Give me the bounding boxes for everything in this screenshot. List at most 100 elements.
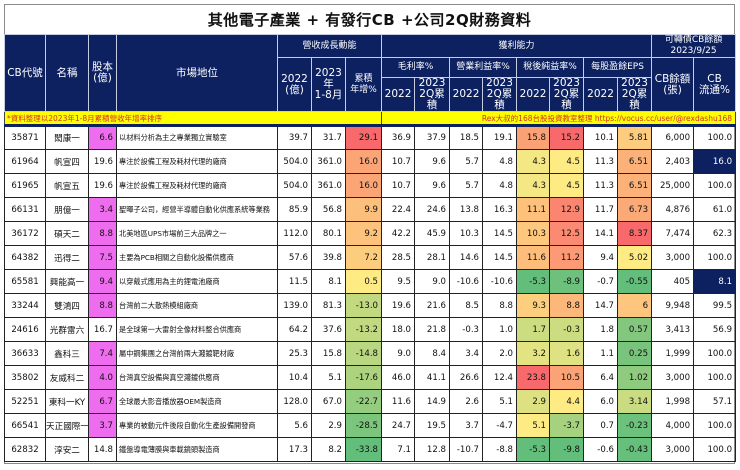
cell-nm-2023: -9.8 [549, 437, 585, 462]
cell-capital: 16.7 [88, 317, 117, 342]
cell-nm-2022: 2.9 [516, 389, 551, 414]
cell-name: 迅得二 [45, 245, 89, 270]
cell-rev-growth: 9.9 [344, 197, 383, 222]
cell-cb-balance: 405 [651, 269, 695, 294]
cell-nm-2022: -5.3 [516, 437, 551, 462]
table-row: 35802 友威科二 4.0 台灣真空設備與真空濺鍍供應商 10.4 5.1 -17.6 46… [4, 365, 737, 390]
cell-nm-2023: -3.7 [549, 413, 585, 438]
cell-gm-2023: 9.6 [414, 173, 451, 198]
cell-cb-balance: 1,998 [651, 389, 695, 414]
cell-rev-2023: 361.0 [311, 149, 346, 174]
cell-eps-2022: 14.7 [583, 293, 619, 318]
cell-name: 帆宣四 [45, 149, 89, 174]
cell-om-2023: 19.1 [482, 125, 518, 150]
cell-name: 鑫科三 [45, 341, 89, 366]
cell-rev-growth: -33.8 [344, 437, 383, 462]
cell-eps-2023: -0.23 [617, 413, 653, 438]
cell-rev-2022: 25.3 [277, 341, 312, 366]
cell-eps-2022: 0.7 [583, 413, 619, 438]
col-nm-2023: 2023 2Q累積 [549, 77, 585, 112]
col-cb-balance: CB餘額 (張) [651, 57, 695, 112]
cell-market-position: 專業的被動元件後段自動化生產設備開發商 [116, 413, 278, 438]
cell-market-position: 台灣真空設備與真空濺鍍供應商 [116, 365, 278, 390]
cell-om-2023: -8.8 [482, 437, 518, 462]
cell-rev-growth: -14.8 [344, 341, 383, 366]
cell-cb-code: 35871 [4, 125, 46, 150]
cell-cb-float: 56.9 [693, 317, 737, 342]
cell-eps-2022: 1.8 [583, 317, 619, 342]
cell-nm-2022: 11.6 [516, 245, 551, 270]
cell-nm-2022: 5.1 [516, 413, 551, 438]
cell-rev-growth: -22.7 [344, 389, 383, 414]
cell-gm-2023: 21.6 [414, 293, 451, 318]
col-gm-2022: 2022 [381, 77, 416, 112]
cell-nm-2023: 15.2 [549, 125, 585, 150]
cell-market-position: 主要為PCB相關之自動化設備供應商 [116, 245, 278, 270]
cell-gm-2023: 24.6 [414, 197, 451, 222]
cell-capital: 6.7 [88, 389, 117, 414]
cell-gm-2022: 36.9 [381, 125, 416, 150]
group-revenue: 營收成長動能 [276, 34, 383, 58]
cell-gm-2022: 28.5 [381, 245, 416, 270]
cell-rev-2023: 67.0 [311, 389, 346, 414]
cell-gm-2022: 10.7 [381, 149, 416, 174]
cell-nm-2023: 12.5 [549, 221, 585, 246]
cell-rev-2023: 2.9 [311, 413, 346, 438]
table-row: 64382 迅得二 7.5 主要為PCB相關之自動化設備供應商 57.6 39.8 7.2 2… [4, 245, 737, 270]
cell-capital: 3.4 [88, 197, 117, 222]
cell-capital: 7.5 [88, 245, 117, 270]
col-nm-2022: 2022 [516, 77, 551, 112]
cell-cb-code: 36633 [4, 341, 46, 366]
cell-nm-2022: 11.1 [516, 197, 551, 222]
cell-eps-2022: 6.0 [583, 389, 619, 414]
cell-eps-2022: 6.4 [583, 365, 619, 390]
cell-cb-balance: 4,876 [651, 197, 695, 222]
cell-gm-2022: 42.2 [381, 221, 416, 246]
cell-om-2022: -10.7 [449, 437, 484, 462]
cell-name: 淳安二 [45, 437, 89, 462]
cell-om-2022: 5.7 [449, 149, 484, 174]
cell-eps-2022: 11.3 [583, 149, 619, 174]
cell-capital: 14.8 [88, 437, 117, 462]
cell-market-position: 專注於設備工程及耗材代理的廠商 [116, 173, 278, 198]
cell-rev-growth: 9.2 [344, 221, 383, 246]
col-name: 名稱 [45, 34, 89, 112]
cell-rev-growth: -28.5 [344, 413, 383, 438]
cell-om-2023: 14.5 [482, 245, 518, 270]
cell-gm-2022: 11.6 [381, 389, 416, 414]
table-row: 24616 光群雷六 16.7 是全球第一大雷射全像材料整合供應商 64.2 37.6 -1… [4, 317, 737, 342]
cell-gm-2023: 8.4 [414, 341, 451, 366]
cell-gm-2023: 19.5 [414, 413, 451, 438]
cell-om-2022: 26.6 [449, 365, 484, 390]
col-rev-growth: 累積 年增% [344, 57, 383, 112]
cell-capital: 6.6 [88, 125, 117, 150]
cell-rev-2023: 80.1 [311, 221, 346, 246]
cell-gm-2023: 9.6 [414, 149, 451, 174]
cell-gm-2023: 45.9 [414, 221, 451, 246]
cell-rev-2023: 5.1 [311, 365, 346, 390]
cell-name: 興能高一 [45, 269, 89, 294]
cell-nm-2022: 4.3 [516, 149, 551, 174]
cell-gm-2023: 21.8 [414, 317, 451, 342]
cell-eps-2022: 9.4 [583, 245, 619, 270]
cell-eps-2023: 3.14 [617, 389, 653, 414]
cell-nm-2023: 12.9 [549, 197, 585, 222]
cell-gm-2022: 22.4 [381, 197, 416, 222]
cell-eps-2022: 1.1 [583, 341, 619, 366]
cell-cb-code: 61964 [4, 149, 46, 174]
cell-gm-2022: 10.7 [381, 173, 416, 198]
cell-om-2022: -0.3 [449, 317, 484, 342]
cell-eps-2023: 0.25 [617, 341, 653, 366]
cell-eps-2023: 6 [617, 293, 653, 318]
cell-nm-2023: 8.8 [549, 293, 585, 318]
cell-rev-2023: 39.8 [311, 245, 346, 270]
cell-gm-2022: 24.7 [381, 413, 416, 438]
col-om-2023: 2023 2Q累積 [482, 77, 518, 112]
cell-capital: 19.6 [88, 149, 117, 174]
cell-rev-growth: 16.0 [344, 173, 383, 198]
table-row: 33244 雙鴻四 8.8 台灣前二大散熱模組廠商 139.0 81.3 -13.0 19.6… [4, 293, 737, 318]
cell-market-position: 北美地區UPS市場前三大品牌之一 [116, 221, 278, 246]
cell-gm-2023: 28.1 [414, 245, 451, 270]
cell-cb-balance: 7,474 [651, 221, 695, 246]
cell-nm-2022: 4.3 [516, 173, 551, 198]
